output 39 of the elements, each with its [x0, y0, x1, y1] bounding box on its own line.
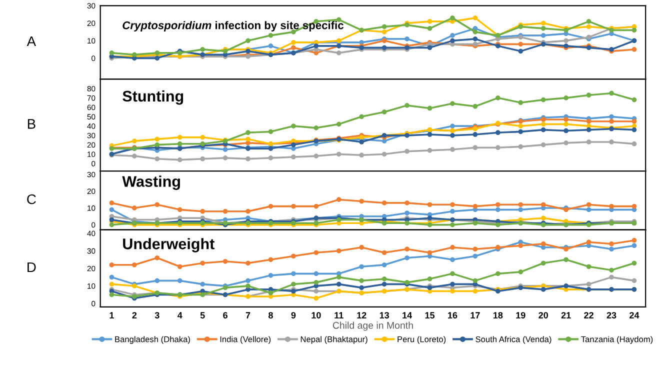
- x-tick-label: 12: [357, 312, 366, 318]
- legend-label: South Africa (Venda): [476, 336, 552, 344]
- x-tick-label: 6: [223, 312, 228, 318]
- x-tick-label: 5: [200, 312, 205, 318]
- x-tick-label: 19: [516, 312, 526, 318]
- x-tick-label: 14: [402, 312, 412, 318]
- chart-title: Wasting: [122, 176, 180, 190]
- legend-label: India (Vellore): [220, 336, 271, 344]
- legend-label: Tanzania (Haydom): [581, 336, 653, 344]
- x-tick-label: 16: [448, 312, 458, 318]
- text: Stunting: [122, 90, 184, 105]
- legend-label: Bangladesh (Dhaka): [115, 336, 190, 344]
- x-tick-label: 8: [268, 312, 273, 318]
- x-tick-label: 3: [154, 312, 160, 318]
- y-axis-title: A: [26, 36, 36, 46]
- x-tick-label: 7: [246, 312, 250, 318]
- x-tick-label: 23: [606, 312, 616, 318]
- x-tick-label: 17: [470, 312, 480, 318]
- x-tick-label: 9: [291, 312, 296, 318]
- x-tick-label: 1: [110, 312, 114, 318]
- x-axis-title: Child age in Month: [332, 322, 413, 331]
- x-tick-label: 2: [132, 312, 137, 318]
- y-axis-title: B: [28, 119, 36, 129]
- x-tick-label: 4: [177, 312, 182, 318]
- text: Cryptosporidium infection by site specific: [122, 21, 344, 32]
- legend-label: Peru (Loreto): [398, 336, 446, 344]
- x-tick-label: 15: [425, 312, 435, 318]
- x-tick-label: 21: [561, 312, 571, 318]
- x-tick-label: 13: [380, 312, 390, 318]
- y-axis-title: D: [28, 262, 36, 272]
- legend-label: Nepal (Bhaktapur): [300, 336, 368, 344]
- x-tick-label: 18: [493, 312, 503, 318]
- y-axis-title: C: [27, 194, 36, 204]
- x-tick-label: 24: [630, 312, 640, 318]
- x-tick-label: 20: [538, 312, 548, 318]
- x-tick-label: 10: [312, 312, 321, 318]
- x-tick-label: 22: [584, 312, 594, 318]
- x-tick-label: 11: [334, 312, 344, 318]
- chart-title: Underweight: [123, 238, 214, 252]
